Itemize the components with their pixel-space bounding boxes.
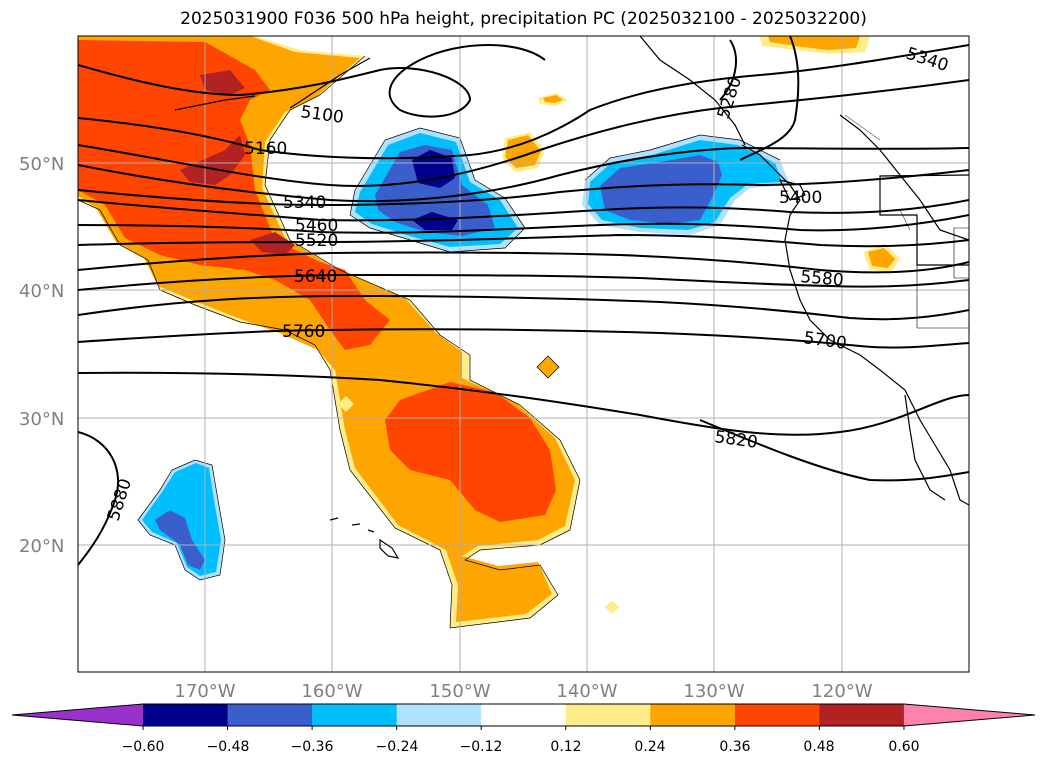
colorbar-segment — [734, 704, 820, 726]
lon-label: 120°W — [811, 681, 872, 702]
colorbar-segment — [650, 704, 736, 726]
lon-label: 130°W — [683, 681, 744, 702]
lat-label: 20°N — [19, 536, 64, 557]
colorbar-segment — [565, 704, 651, 726]
colorbar-extend-low — [12, 704, 143, 726]
colorbar-segment — [396, 704, 482, 726]
colorbar-segment — [481, 704, 567, 726]
map-title: 2025031900 F036 500 hPa height, precipit… — [180, 9, 867, 29]
graticule — [78, 36, 969, 672]
contour-label: 5760 — [282, 322, 325, 342]
lat-label: 40°N — [19, 281, 64, 302]
contour-label: 5400 — [779, 188, 822, 208]
colorbar-tick-label: 0.24 — [634, 739, 665, 755]
colorbar-tick-labels: −0.60 −0.48 −0.36 −0.24 −0.12 0.12 0.24 … — [122, 739, 920, 755]
contour-label: 5520 — [295, 231, 338, 251]
colorbar-tick-label: −0.12 — [460, 739, 503, 755]
lon-label: 160°W — [301, 681, 362, 702]
colorbar-tick-label: 0.60 — [888, 739, 919, 755]
lat-label: 30°N — [19, 409, 64, 430]
contour-label: 5580 — [800, 267, 845, 291]
colorbar-tick-label: −0.36 — [291, 739, 334, 755]
lat-label: 50°N — [19, 154, 64, 175]
map-frame — [77, 35, 970, 673]
contour-label: 5160 — [244, 139, 287, 159]
colorbar-segment — [143, 704, 229, 726]
positive-anomaly-shading — [78, 36, 900, 628]
colorbar-tick-label: 0.12 — [550, 739, 581, 755]
colorbar-segment — [312, 704, 398, 726]
lon-label: 170°W — [174, 681, 235, 702]
colorbar-tick-label: −0.24 — [376, 739, 419, 755]
colorbar-tick-label: 0.36 — [719, 739, 750, 755]
longitude-labels: 170°W 160°W 150°W 140°W 130°W 120°W — [174, 681, 872, 702]
colorbar-extend-high — [903, 704, 1035, 726]
colorbar-tick-label: −0.48 — [207, 739, 250, 755]
height-contours — [78, 36, 969, 566]
lon-label: 150°W — [429, 681, 490, 702]
contour-label: 5640 — [294, 267, 337, 287]
colorbar-tick-label: 0.48 — [803, 739, 834, 755]
contour-label: 5460 — [295, 216, 338, 236]
latitude-labels: 50°N 40°N 30°N 20°N — [19, 154, 64, 557]
lon-label: 140°W — [556, 681, 617, 702]
colorbar — [11, 703, 1036, 730]
contour-label: 5340 — [283, 193, 326, 213]
colorbar-segment — [819, 704, 905, 726]
colorbar-tick-label: −0.60 — [122, 739, 165, 755]
colorbar-segment — [227, 704, 313, 726]
